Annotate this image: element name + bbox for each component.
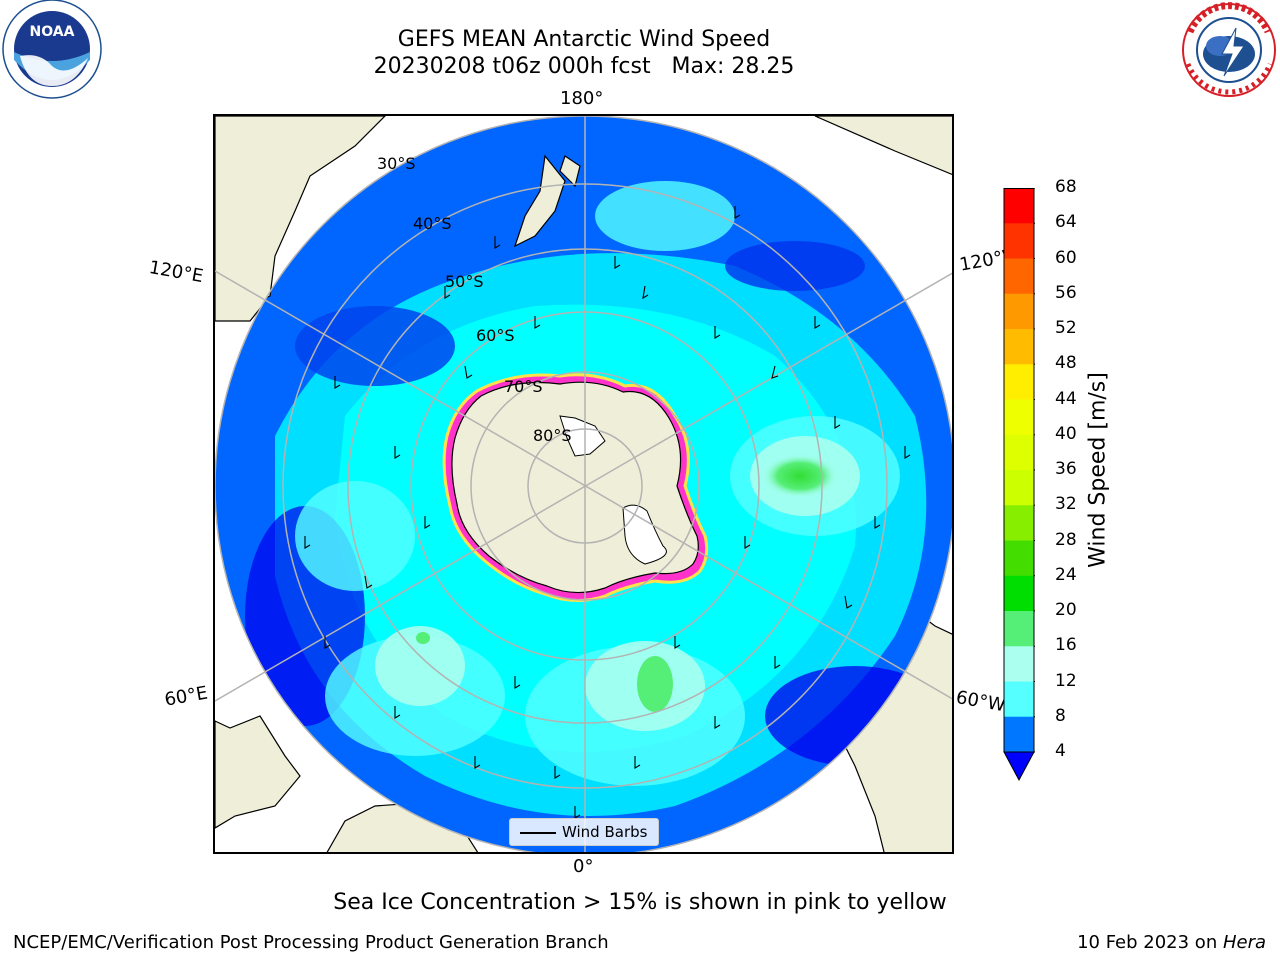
- colorbar-band: [1004, 681, 1034, 718]
- colorbar-title: Wind Speed [m/s]: [1085, 372, 1111, 568]
- footer-machine: Hera: [1222, 932, 1266, 953]
- colorbar-band: [1004, 188, 1034, 224]
- colorbar-band: [1004, 434, 1034, 471]
- footer-date-text: 10 Feb 2023 on: [1077, 932, 1223, 953]
- polar-map: [215, 116, 952, 852]
- lon-label-0: 0°: [573, 856, 594, 877]
- colorbar-tick-label: 12: [1055, 670, 1077, 691]
- map-legend: Wind Barbs: [509, 818, 659, 846]
- colorbar-band: [1004, 540, 1034, 577]
- colorbar-tick-label: 28: [1055, 529, 1077, 550]
- wind-barbs: [304, 206, 911, 819]
- lat-label-40s: 40°S: [413, 214, 452, 233]
- noaa-logo: NOAA: [2, 0, 102, 99]
- lat-label-70s: 70°S: [504, 377, 543, 396]
- colorbar-band: [1004, 470, 1034, 506]
- colorbar-tick-label: 4: [1055, 741, 1066, 761]
- noaa-logo-text: NOAA: [30, 24, 75, 40]
- colorbar-band: [1004, 223, 1034, 259]
- lon-label-60e: 60°E: [163, 682, 210, 711]
- colorbar-extend-arrow: [1003, 751, 1035, 782]
- colorbar-band: [1004, 505, 1034, 541]
- colorbar-band: [1004, 716, 1034, 752]
- colorbar-tick-label: 36: [1055, 459, 1077, 479]
- colorbar-tick-label: 64: [1055, 212, 1077, 233]
- antarctica: [442, 373, 709, 602]
- colorbar-band: [1004, 258, 1034, 295]
- colorbar-band: [1004, 575, 1034, 612]
- lat-label-30s: 30°S: [377, 154, 416, 173]
- lon-label-120e: 120°E: [147, 257, 205, 288]
- colorbar-tick-label: 40: [1055, 423, 1077, 444]
- colorbar: [1003, 188, 1035, 782]
- colorbar-band: [1004, 399, 1034, 436]
- colorbar-tick-label: 48: [1055, 353, 1077, 374]
- legend-label: Wind Barbs: [562, 823, 648, 841]
- lat-label-50s: 50°S: [445, 272, 484, 291]
- colorbar-tick-label: 8: [1055, 705, 1066, 726]
- colorbar-band: [1004, 293, 1034, 330]
- chart-subtitle: 20230208 t06z 000h fcst Max: 28.25: [373, 54, 795, 79]
- lon-label-60w: 60°W: [954, 687, 1007, 717]
- colorbar-tick-label: 32: [1055, 494, 1077, 515]
- lat-label-80s: 80°S: [533, 426, 572, 445]
- nws-logo: [1182, 2, 1276, 97]
- colorbar-tick-label: 52: [1055, 318, 1077, 338]
- chart-title: GEFS MEAN Antarctic Wind Speed: [397, 27, 771, 52]
- lat-label-60s: 60°S: [476, 326, 515, 345]
- footer-credit: NCEP/EMC/Verification Post Processing Pr…: [13, 932, 609, 953]
- figure-caption: Sea Ice Concentration > 15% is shown in …: [333, 890, 947, 915]
- map-frame: 30°S 40°S 50°S 60°S 70°S 80°S: [213, 114, 954, 854]
- footer-date: 10 Feb 2023 on Hera: [1077, 932, 1266, 953]
- colorbar-band: [1004, 611, 1034, 647]
- colorbar-tick-label: 24: [1055, 564, 1077, 585]
- legend-line-swatch: [520, 832, 556, 834]
- colorbar-band: [1004, 646, 1034, 682]
- colorbar-tick-label: 44: [1055, 388, 1077, 409]
- colorbar-tick-label: 16: [1055, 635, 1077, 656]
- lon-label-180: 180°: [560, 88, 604, 109]
- colorbar-band: [1004, 364, 1034, 400]
- graticule: [215, 116, 952, 852]
- colorbar-tick-label: 56: [1055, 282, 1077, 303]
- colorbar-tick-label: 60: [1055, 247, 1077, 268]
- colorbar-tick-label: 20: [1055, 600, 1077, 620]
- colorbar-band: [1004, 329, 1034, 365]
- colorbar-tick-label: 68: [1055, 177, 1077, 197]
